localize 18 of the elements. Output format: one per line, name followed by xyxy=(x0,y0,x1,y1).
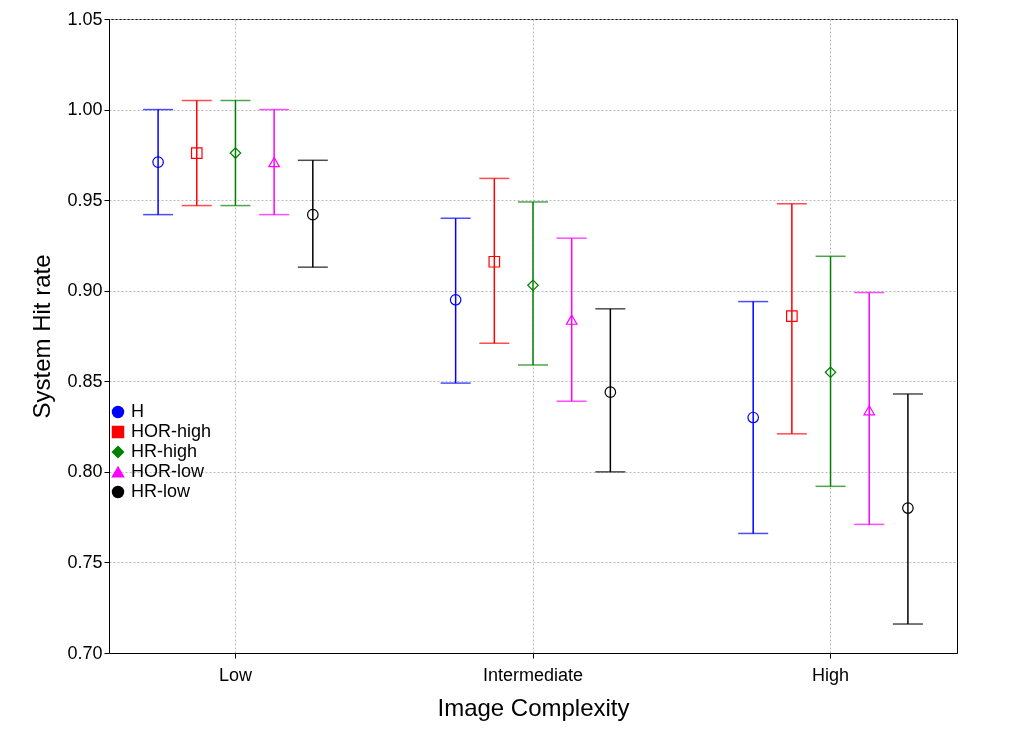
legend-label: HR-high xyxy=(131,441,198,461)
x-tick-label: High xyxy=(812,664,850,685)
x-axis-title: Image Complexity xyxy=(437,693,630,721)
x-tick-label: Low xyxy=(218,664,253,685)
y-tick-label: 0.85 xyxy=(67,370,103,391)
x-tick-label: Intermediate xyxy=(482,664,584,685)
legend-label: HOR-low xyxy=(131,461,205,481)
y-tick-label: 1.05 xyxy=(67,8,103,29)
y-axis-title: System Hit rate xyxy=(28,254,56,419)
legend-label: HOR-high xyxy=(131,421,212,441)
y-tick-label: 0.80 xyxy=(67,461,103,482)
legend-label: H xyxy=(131,401,144,421)
y-tick-label: 0.95 xyxy=(67,189,103,210)
y-tick-label: 0.70 xyxy=(67,642,103,663)
y-tick-label: 0.75 xyxy=(67,551,103,572)
y-tick-label: 1.00 xyxy=(67,99,103,120)
y-tick-label: 0.90 xyxy=(67,280,103,301)
legend-label: HR-low xyxy=(131,481,191,501)
